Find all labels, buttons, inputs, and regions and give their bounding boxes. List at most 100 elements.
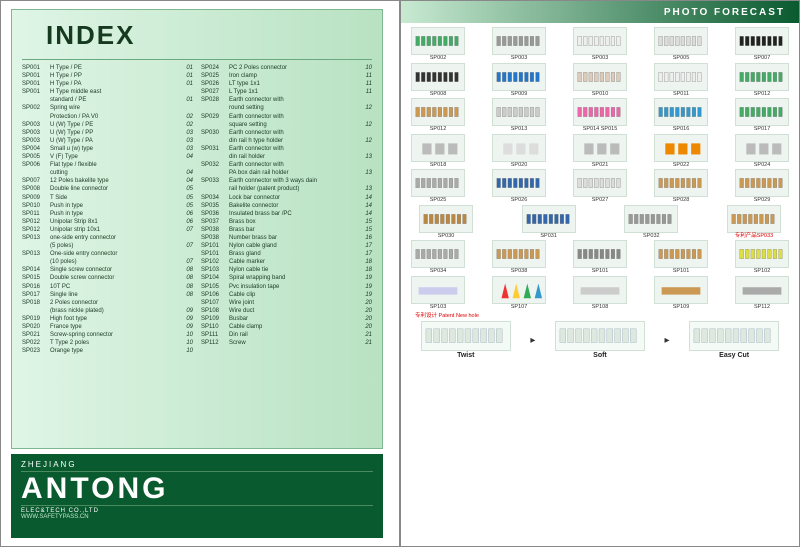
product-thumb (735, 134, 789, 162)
index-row: standard / PE01 (22, 96, 193, 104)
footer-row: Twist▸Soft▸Easy Cut (401, 319, 799, 363)
product-label: SP028 (673, 198, 690, 204)
product-label: SP026 (511, 198, 528, 204)
product-label: SP013 (511, 127, 528, 133)
product-thumb (735, 27, 789, 55)
product-thumb (735, 98, 789, 126)
index-row: SP027L Type 1x111 (201, 88, 372, 96)
index-row: SP015Double screw connector08 (22, 274, 193, 282)
product-label: SP021 (592, 163, 609, 169)
product-cell: SP031 (512, 205, 586, 240)
index-row: SP037Brass box15 (201, 218, 372, 226)
index-row: SP101Brass gland17 (201, 250, 372, 258)
index-row: SP021Screw-spring connector10 (22, 331, 193, 339)
product-cell: SP029 (733, 169, 791, 204)
product-thumb (573, 63, 627, 91)
product-thumb (727, 205, 781, 233)
grid-row: SP103SP107SP108SP109SP112 (409, 276, 791, 311)
product-cell: SP005 (652, 27, 710, 62)
product-thumb (492, 27, 546, 55)
index-row: SP014Single screw connector08 (22, 266, 193, 274)
index-row: SP011Push in type06 (22, 210, 193, 218)
product-label: SP017 (754, 127, 771, 133)
index-row: SP002Spring wire (22, 104, 193, 112)
product-label: SP101 (592, 269, 609, 275)
product-cell: SP009 (490, 63, 548, 98)
product-label: SP012 (754, 92, 771, 98)
index-row: SP020France type09 (22, 323, 193, 331)
product-label: SP102 (754, 269, 771, 275)
index-row: SP026LT type 1x111 (201, 80, 372, 88)
product-cell: SP108 (571, 276, 629, 311)
grid-row: SP025SP026SP027SP028SP029 (409, 169, 791, 204)
index-row: SP01610T PC08 (22, 283, 193, 291)
product-thumb (492, 276, 546, 304)
index-columns: SP001H Type / PE01SP001H Type / PP01SP00… (22, 64, 372, 355)
index-row: SP001H Type / PP01 (22, 72, 193, 80)
product-label: SP029 (754, 198, 771, 204)
index-row: SP001H Type middle east (22, 88, 193, 96)
index-row: SP004Small u (w) type03 (22, 145, 193, 153)
product-cell: SP103 (409, 276, 467, 311)
product-grid: SP002SP003SP003SP005SP007SP008SP009SP010… (401, 23, 799, 313)
product-thumb (419, 205, 473, 233)
product-thumb (411, 63, 465, 91)
product-thumb (411, 98, 465, 126)
index-row: SP035Bakelite connector14 (201, 202, 372, 210)
product-cell: SP038 (490, 240, 548, 275)
product-label: SP018 (430, 163, 447, 169)
product-label: SP003 (511, 56, 528, 62)
product-label: SP103 (430, 305, 447, 311)
index-row: SP003U (W) Type / PP03 (22, 129, 193, 137)
index-row: round setting12 (201, 104, 372, 112)
product-thumb (654, 27, 708, 55)
footer-thumb (555, 321, 645, 351)
product-cell: SP017 (733, 98, 791, 133)
index-col-2: SP024PC 2 Poles connector10SP025Iron cla… (201, 64, 372, 355)
footer-thumb (689, 321, 779, 351)
grid-row: SP008SP009SP010SP011SP012 (409, 63, 791, 98)
product-cell: SP030 (409, 205, 483, 240)
index-row: (brass nickle plated)09 (22, 307, 193, 315)
product-cell: SP003 (490, 27, 548, 62)
product-cell: SP016 (652, 98, 710, 133)
product-cell: SP014 SP015 (571, 98, 629, 133)
product-thumb (411, 240, 465, 268)
right-page: PHOTO FORECAST SP002SP003SP003SP005SP007… (400, 0, 800, 547)
product-cell: SP027 (571, 169, 629, 204)
product-label: SP038 (511, 269, 528, 275)
index-row: SP005V (F) Type04 (22, 153, 193, 161)
index-row: SP022T Type 2 poles10 (22, 339, 193, 347)
index-row: SP102Cable marker18 (201, 258, 372, 266)
product-thumb (411, 27, 465, 55)
footer-label: Easy Cut (719, 352, 749, 359)
product-thumb (522, 205, 576, 233)
product-thumb (492, 63, 546, 91)
product-label: SP112 (754, 305, 770, 311)
product-cell: SP107 (490, 276, 548, 311)
product-label: SP002 (430, 56, 447, 62)
index-row: SP013One-side entry connector (22, 250, 193, 258)
index-row: SP038Number brass bar16 (201, 234, 372, 242)
product-label: SP030 (438, 234, 455, 240)
product-cell: SP101 (571, 240, 629, 275)
index-row: SP101Nylon cable gland17 (201, 242, 372, 250)
index-row: square setting12 (201, 121, 372, 129)
product-label: SP031 (540, 234, 557, 240)
product-label: SP008 (430, 92, 447, 98)
product-label: SP012 (430, 127, 447, 133)
footer-label: Twist (457, 352, 474, 359)
product-cell: SP010 (571, 63, 629, 98)
brand-block: ZHEJIANG ANTONG ELEC&TECH CO.,LTD WWW.SA… (11, 454, 383, 538)
product-thumb (492, 240, 546, 268)
product-thumb (654, 63, 708, 91)
index-row: SP034Lock bar connector14 (201, 194, 372, 202)
product-thumb (654, 240, 708, 268)
product-label: SP007 (754, 56, 771, 62)
product-cell: SP024 (733, 134, 791, 169)
product-label: SP016 (673, 127, 690, 133)
product-thumb (654, 98, 708, 126)
grid-row: SP002SP003SP003SP005SP007 (409, 27, 791, 62)
product-thumb (492, 134, 546, 162)
product-cell: SP022 (652, 134, 710, 169)
